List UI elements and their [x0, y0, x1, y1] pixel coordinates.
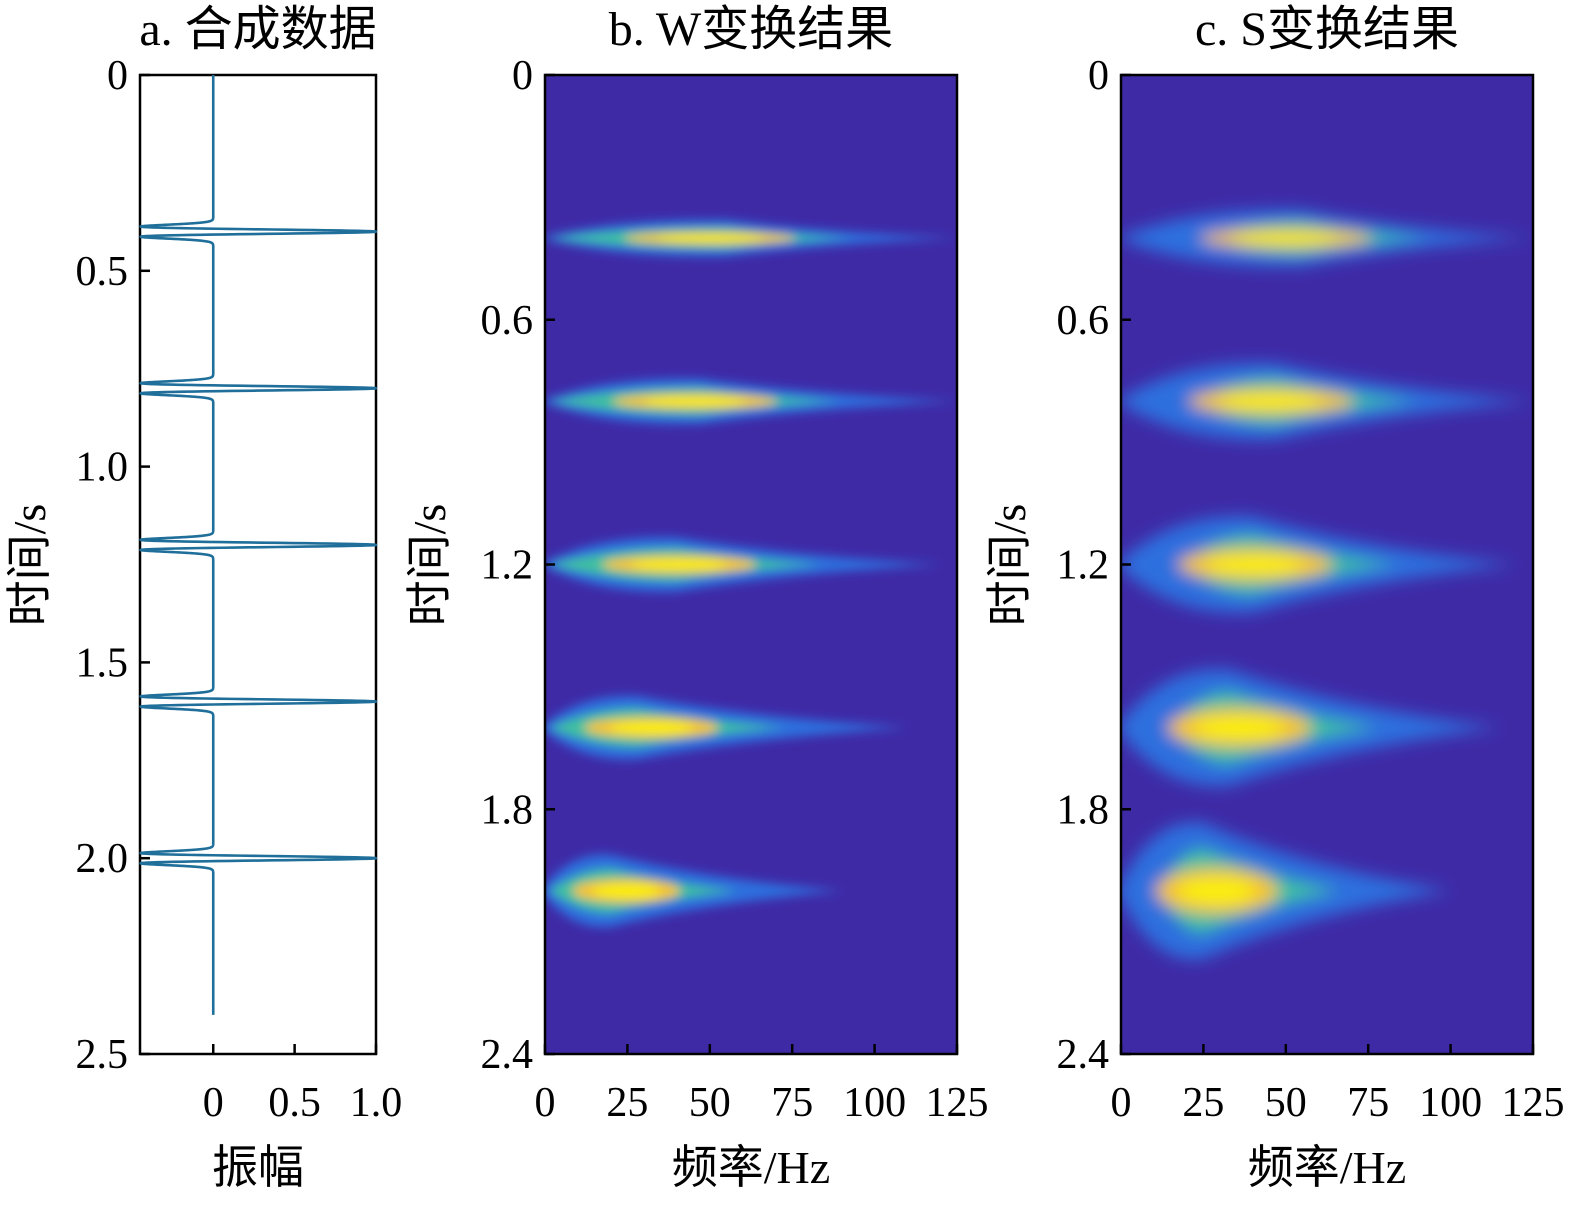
panel-a-x-label: 振幅: [212, 1142, 304, 1193]
y-tick-label: 0.6: [481, 298, 534, 344]
x-tick-label: 50: [689, 1080, 731, 1126]
x-tick-label: 75: [771, 1080, 813, 1126]
x-tick-label: 0: [203, 1080, 224, 1126]
y-tick-label: 0: [512, 53, 533, 99]
energy-blob: [1121, 822, 1451, 960]
x-tick-label: 0: [535, 1080, 556, 1126]
panel-s-transform: c. S变换结果 0 0.6 1.2 1.8 2.4 0 25 50 75 100 125 频率/…: [984, 3, 1565, 1193]
energy-blob: [1121, 516, 1517, 613]
x-tick-label: 25: [1182, 1080, 1224, 1126]
y-tick-label: 2.4: [481, 1032, 534, 1078]
energy-blob: [1121, 209, 1533, 267]
panel-a-title: a. 合成数据: [139, 3, 376, 56]
panel-c-x-ticks: 0 25 50 75 100 125: [1111, 1044, 1565, 1126]
y-tick-label: 1.0: [76, 445, 129, 491]
energy-blob: [545, 220, 957, 257]
x-tick-label: 100: [843, 1080, 906, 1126]
panel-a-y-label: 时间/s: [4, 504, 55, 627]
y-tick-label: 2.4: [1057, 1032, 1110, 1078]
x-tick-label: 125: [926, 1080, 989, 1126]
panel-w-transform: b. W变换结果 0 0.6 1.2 1.8 2.4 0 25 50 75 100 125 频率/…: [404, 3, 989, 1193]
panel-c-title: c. S变换结果: [1195, 3, 1459, 56]
y-tick-label: 1.8: [1057, 787, 1110, 833]
panel-c-y-ticks: 0 0.6 1.2 1.8 2.4: [1057, 53, 1131, 1078]
y-tick-label: 1.2: [1057, 543, 1110, 589]
panel-synthetic-data: a. 合成数据 0 0.5 1.0 1.5 2.0 2.5 0 0.5 1.0 振幅 时间/s: [4, 3, 402, 1193]
panel-b-x-label: 频率/Hz: [672, 1142, 830, 1193]
x-tick-label: 100: [1419, 1080, 1482, 1126]
panel-c-y-label: 时间/s: [984, 504, 1035, 627]
panel-b-x-ticks: 0 25 50 75 100 125: [535, 1044, 989, 1126]
x-tick-label: 1.0: [350, 1080, 403, 1126]
amplitude-trace: [139, 73, 378, 1016]
panel-b-energy: [545, 220, 957, 928]
energy-blob: [545, 695, 908, 760]
panel-c-x-label: 频率/Hz: [1248, 1142, 1406, 1193]
y-tick-label: 1.2: [481, 543, 534, 589]
y-tick-label: 0: [107, 53, 128, 99]
energy-blob: [545, 537, 941, 592]
panel-c-energy: [1121, 209, 1533, 960]
x-tick-label: 50: [1265, 1080, 1307, 1126]
y-tick-label: 1.5: [76, 640, 129, 686]
energy-blob: [545, 378, 957, 425]
y-tick-label: 0.5: [76, 249, 129, 295]
x-tick-label: 75: [1347, 1080, 1389, 1126]
energy-blob: [1121, 363, 1533, 440]
panel-a-x-ticks: 0 0.5 1.0: [203, 1044, 403, 1126]
x-tick-label: 0.5: [268, 1080, 321, 1126]
panel-a-frame: [138, 73, 378, 1056]
x-tick-label: 125: [1502, 1080, 1565, 1126]
y-tick-label: 2.0: [76, 836, 129, 882]
energy-blob: [545, 854, 842, 928]
panel-b-title: b. W变换结果: [609, 3, 893, 56]
y-tick-label: 1.8: [481, 787, 534, 833]
y-tick-label: 0.6: [1057, 298, 1110, 344]
panel-b-y-label: 时间/s: [404, 504, 455, 627]
energy-blob: [1121, 669, 1501, 787]
y-tick-label: 2.5: [76, 1032, 129, 1078]
x-tick-label: 0: [1111, 1080, 1132, 1126]
y-tick-label: 0: [1088, 53, 1109, 99]
panel-a-y-ticks: 0 0.5 1.0 1.5 2.0 2.5: [76, 53, 150, 1078]
panel-b-y-ticks: 0 0.6 1.2 1.8 2.4: [481, 53, 555, 1078]
x-tick-label: 25: [606, 1080, 648, 1126]
